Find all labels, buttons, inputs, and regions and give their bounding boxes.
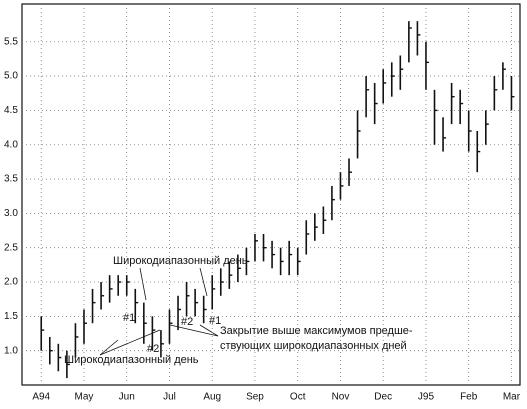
- x-tick-label: Nov: [332, 392, 350, 403]
- x-tick-label: Mar: [503, 392, 521, 403]
- x-tick-label: Jul: [163, 392, 176, 403]
- x-tick-label: May: [75, 392, 94, 403]
- y-tick-label: 5.0: [4, 71, 18, 82]
- annotation: ствующих широкодиапазонных дней: [220, 340, 407, 352]
- annotation: Широкодиапазонный день: [64, 354, 199, 366]
- y-tick-label: 2.0: [4, 277, 18, 288]
- y-tick-label: 1.0: [4, 345, 18, 356]
- y-tick-label: 3.0: [4, 208, 18, 219]
- y-tick-label: 1.5: [4, 311, 18, 322]
- annotation: Широкодиапазонный день: [113, 255, 248, 267]
- y-tick-label: 4.5: [4, 105, 18, 116]
- x-tick-label: Dec: [374, 392, 392, 403]
- x-tick-label: A94: [32, 392, 50, 403]
- x-tick-label: Sep: [246, 392, 264, 403]
- annotation: #2: [181, 316, 193, 328]
- y-tick-label: 5.5: [4, 36, 18, 47]
- y-tick-label: 4.0: [4, 139, 18, 150]
- annotation: #1: [209, 315, 221, 327]
- plot-frame: [21, 3, 521, 386]
- annotation: #1: [123, 312, 135, 324]
- x-tick-label: Oct: [290, 392, 306, 403]
- x-tick-label: Jun: [119, 392, 135, 403]
- y-tick-label: 3.5: [4, 174, 18, 185]
- annotation: Закрытие выше максимумов предше-: [220, 325, 413, 337]
- x-tick-label: Aug: [203, 392, 221, 403]
- x-tick-label: J95: [418, 392, 435, 403]
- x-tick-label: Feb: [460, 392, 478, 403]
- y-tick-label: 2.5: [4, 242, 18, 253]
